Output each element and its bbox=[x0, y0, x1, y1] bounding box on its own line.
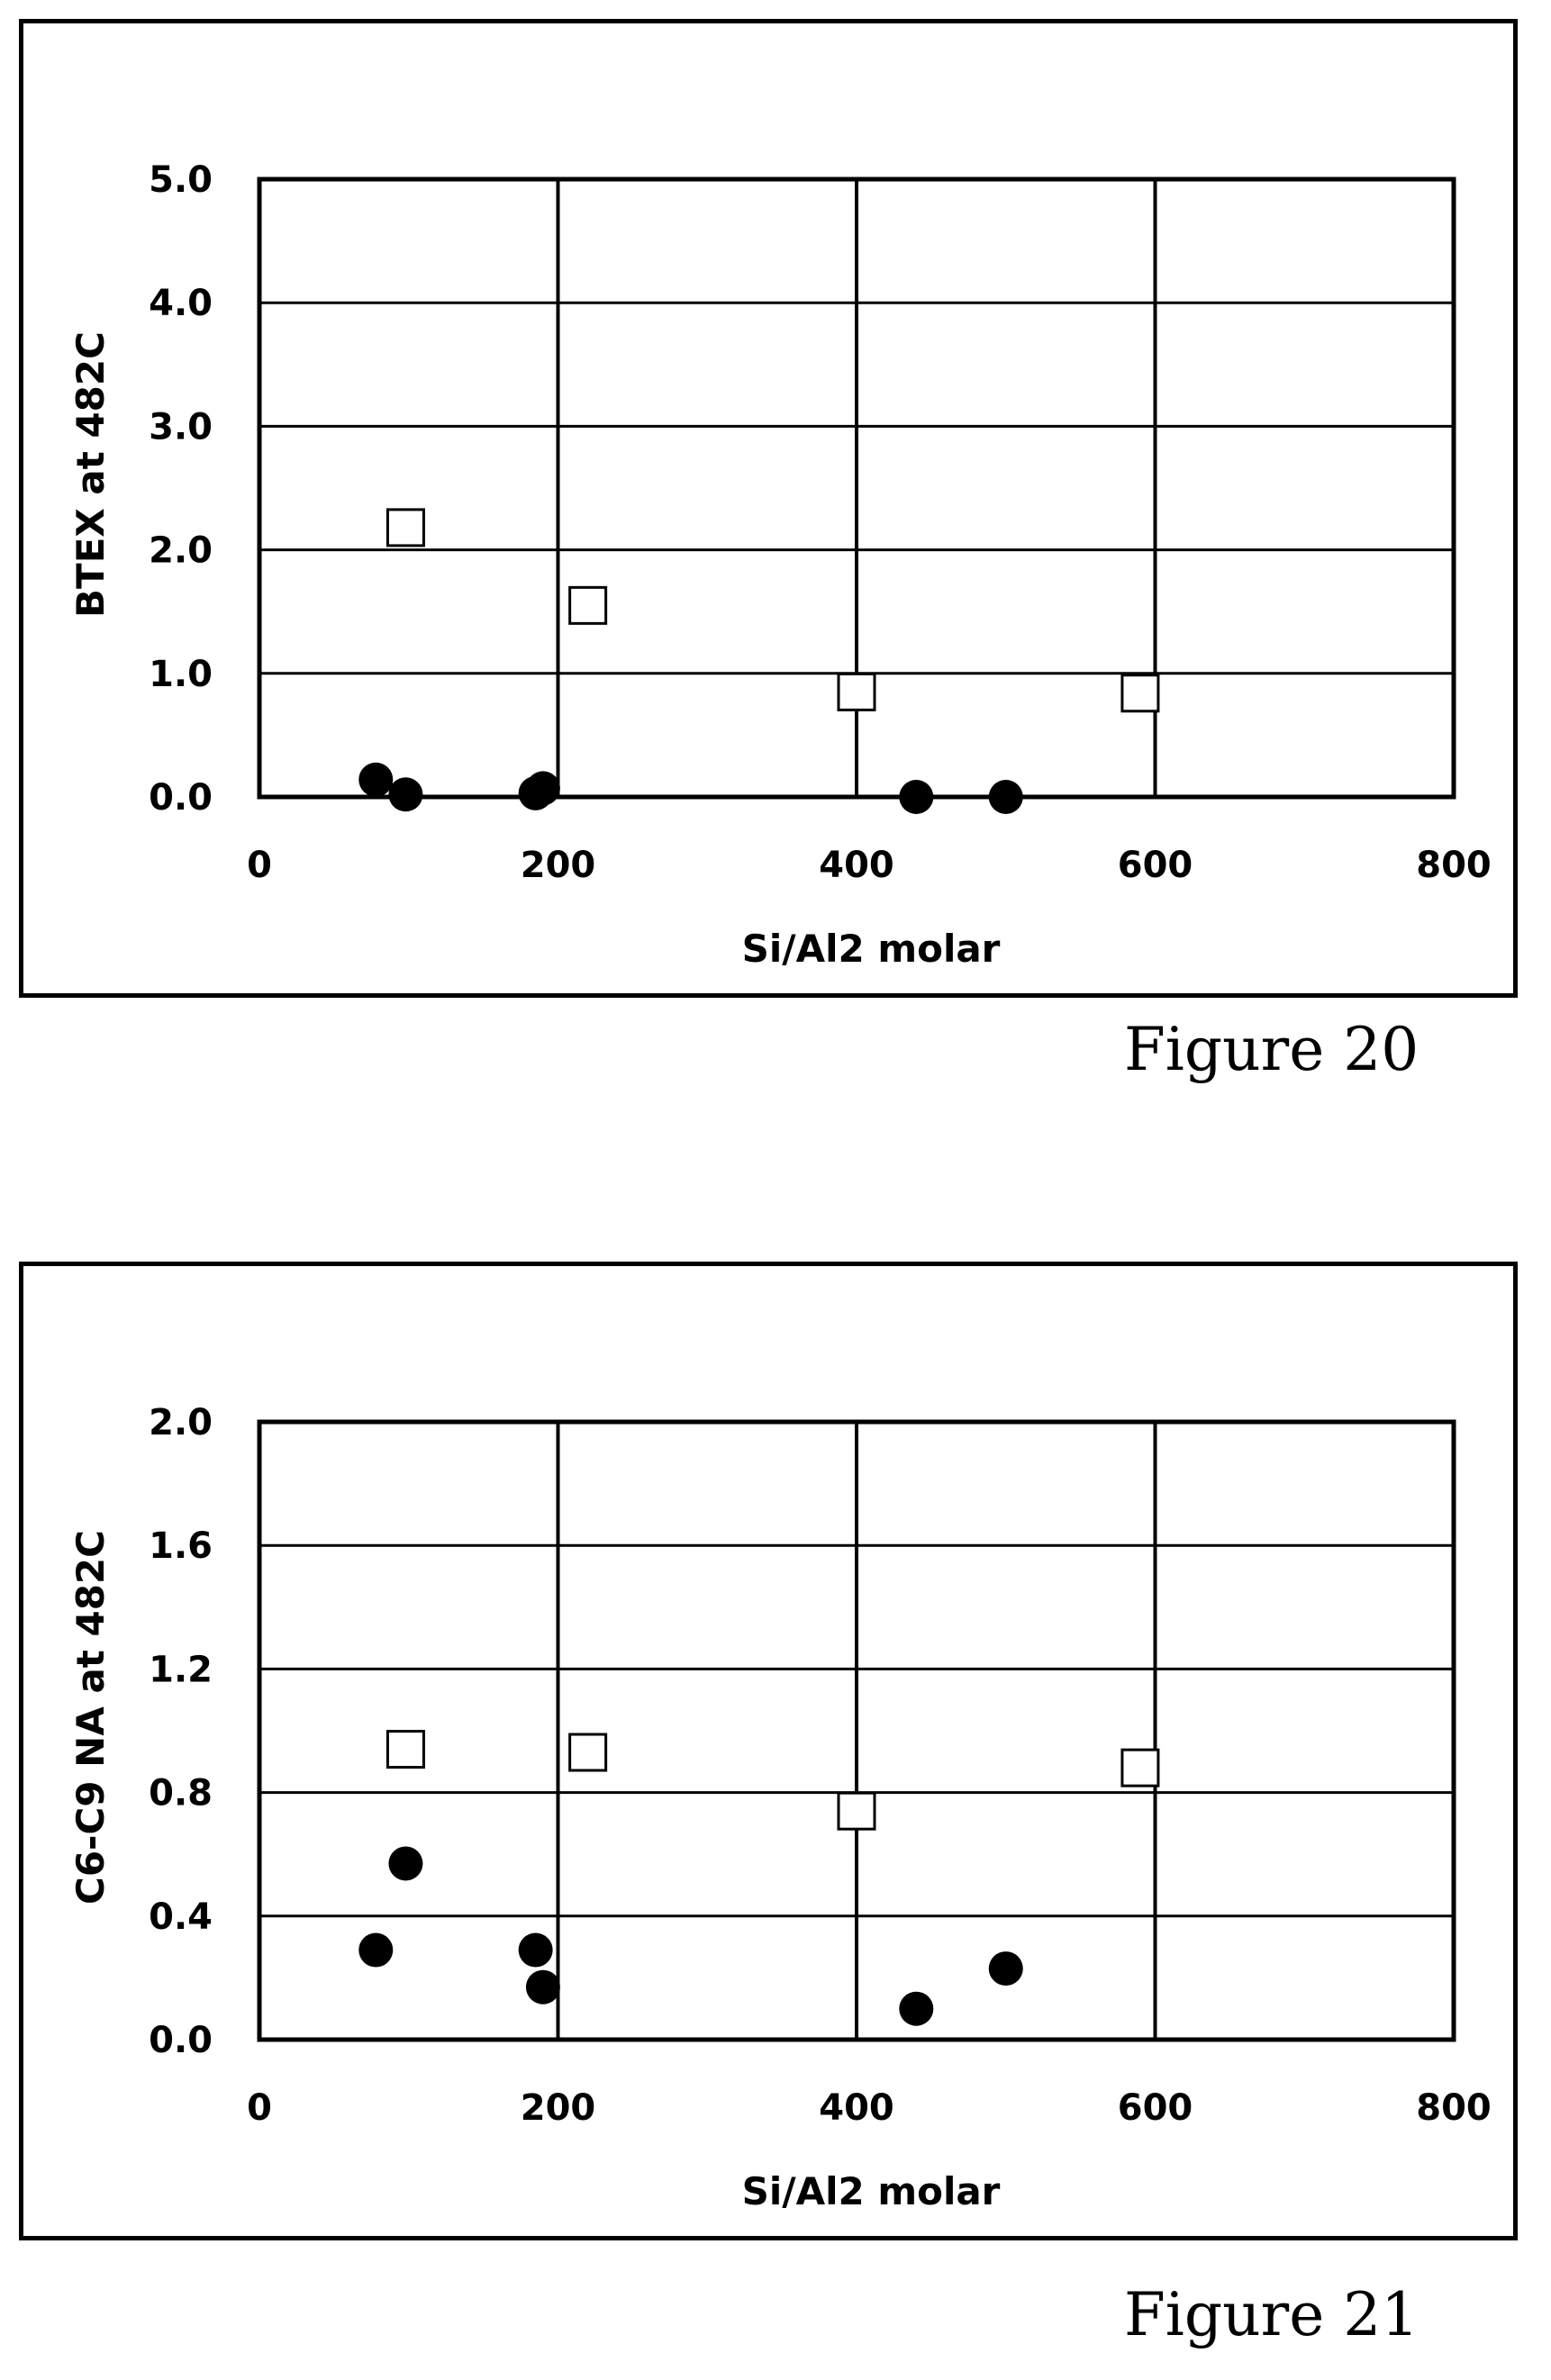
y-tick-label: 1.0 bbox=[149, 654, 213, 695]
plot-area-border bbox=[257, 1419, 1456, 2042]
open-square-point bbox=[837, 1791, 876, 1831]
filled-circle-point bbox=[988, 780, 1023, 814]
y-tick-label: 2.0 bbox=[149, 1402, 213, 1443]
filled-circle-point bbox=[388, 777, 423, 812]
open-square-point bbox=[385, 508, 425, 547]
filled-circle-point bbox=[525, 771, 560, 806]
open-square-point bbox=[1120, 1748, 1160, 1787]
y-tick-label: 0.0 bbox=[149, 2020, 213, 2061]
open-square-point bbox=[1120, 674, 1160, 713]
x-tick-label: 800 bbox=[1416, 845, 1492, 886]
chart-figure-20: 0 200 400 600 800 0.0 1.0 2.0 3.0 4.0 5.0 Si/Al2 mo… bbox=[19, 19, 1518, 998]
x-axis-label: Si/Al2 molar bbox=[742, 2169, 1001, 2213]
x-tick-label: 800 bbox=[1416, 2087, 1492, 2129]
open-square-point bbox=[568, 1733, 608, 1772]
chart-figure-21: 0 200 400 600 800 0.0 0.4 0.8 1.2 1.6 2.0 Si/Al2 mo… bbox=[19, 1262, 1518, 2240]
filled-circle-point bbox=[358, 1932, 394, 1968]
plot-area-border bbox=[257, 176, 1456, 800]
x-tick-label: 400 bbox=[819, 2087, 894, 2129]
filled-circle-point bbox=[388, 1846, 423, 1881]
x-tick-label: 600 bbox=[1118, 2087, 1193, 2129]
x-tick-label: 0 bbox=[247, 845, 272, 886]
filled-circle-point bbox=[518, 1932, 553, 1968]
scatter-plot-figure-20: 0 200 400 600 800 0.0 1.0 2.0 3.0 4.0 5.0 Si/Al2 mo… bbox=[68, 159, 1492, 971]
open-square-point bbox=[385, 1730, 425, 1769]
y-tick-label: 0.4 bbox=[149, 1896, 213, 1938]
y-tick-label: 3.0 bbox=[149, 406, 213, 448]
x-tick-label: 200 bbox=[521, 2087, 596, 2129]
y-tick-label: 0.8 bbox=[149, 1773, 213, 1814]
open-square-point bbox=[837, 672, 876, 711]
y-tick-label: 1.6 bbox=[149, 1525, 213, 1567]
y-tick-label: 4.0 bbox=[149, 283, 213, 324]
filled-circle-point bbox=[988, 1951, 1023, 1986]
y-tick-label: 0.0 bbox=[149, 777, 213, 819]
x-tick-label: 400 bbox=[819, 845, 894, 886]
y-tick-label: 2.0 bbox=[149, 530, 213, 572]
x-tick-label: 200 bbox=[521, 845, 596, 886]
figure-20-caption: Figure 20 bbox=[1124, 1015, 1419, 1084]
filled-circle-point bbox=[358, 762, 394, 797]
filled-circle-point bbox=[525, 1969, 560, 2004]
x-axis-label: Si/Al2 molar bbox=[742, 927, 1001, 971]
x-tick-label: 600 bbox=[1118, 845, 1193, 886]
filled-circle-point bbox=[899, 1991, 934, 2026]
figure-21-caption: Figure 21 bbox=[1124, 2280, 1419, 2349]
open-square-point bbox=[568, 585, 608, 625]
y-tick-label: 5.0 bbox=[149, 159, 213, 201]
y-axis-label: BTEX at 482C bbox=[68, 331, 113, 618]
y-tick-label: 1.2 bbox=[149, 1649, 213, 1690]
scatter-plot-figure-21: 0 200 400 600 800 0.0 0.4 0.8 1.2 1.6 2.0 Si/Al2 mo… bbox=[68, 1402, 1492, 2213]
filled-circle-point bbox=[899, 780, 934, 814]
y-axis-label: C6-C9 NA at 482C bbox=[68, 1530, 113, 1905]
x-tick-label: 0 bbox=[247, 2087, 272, 2129]
